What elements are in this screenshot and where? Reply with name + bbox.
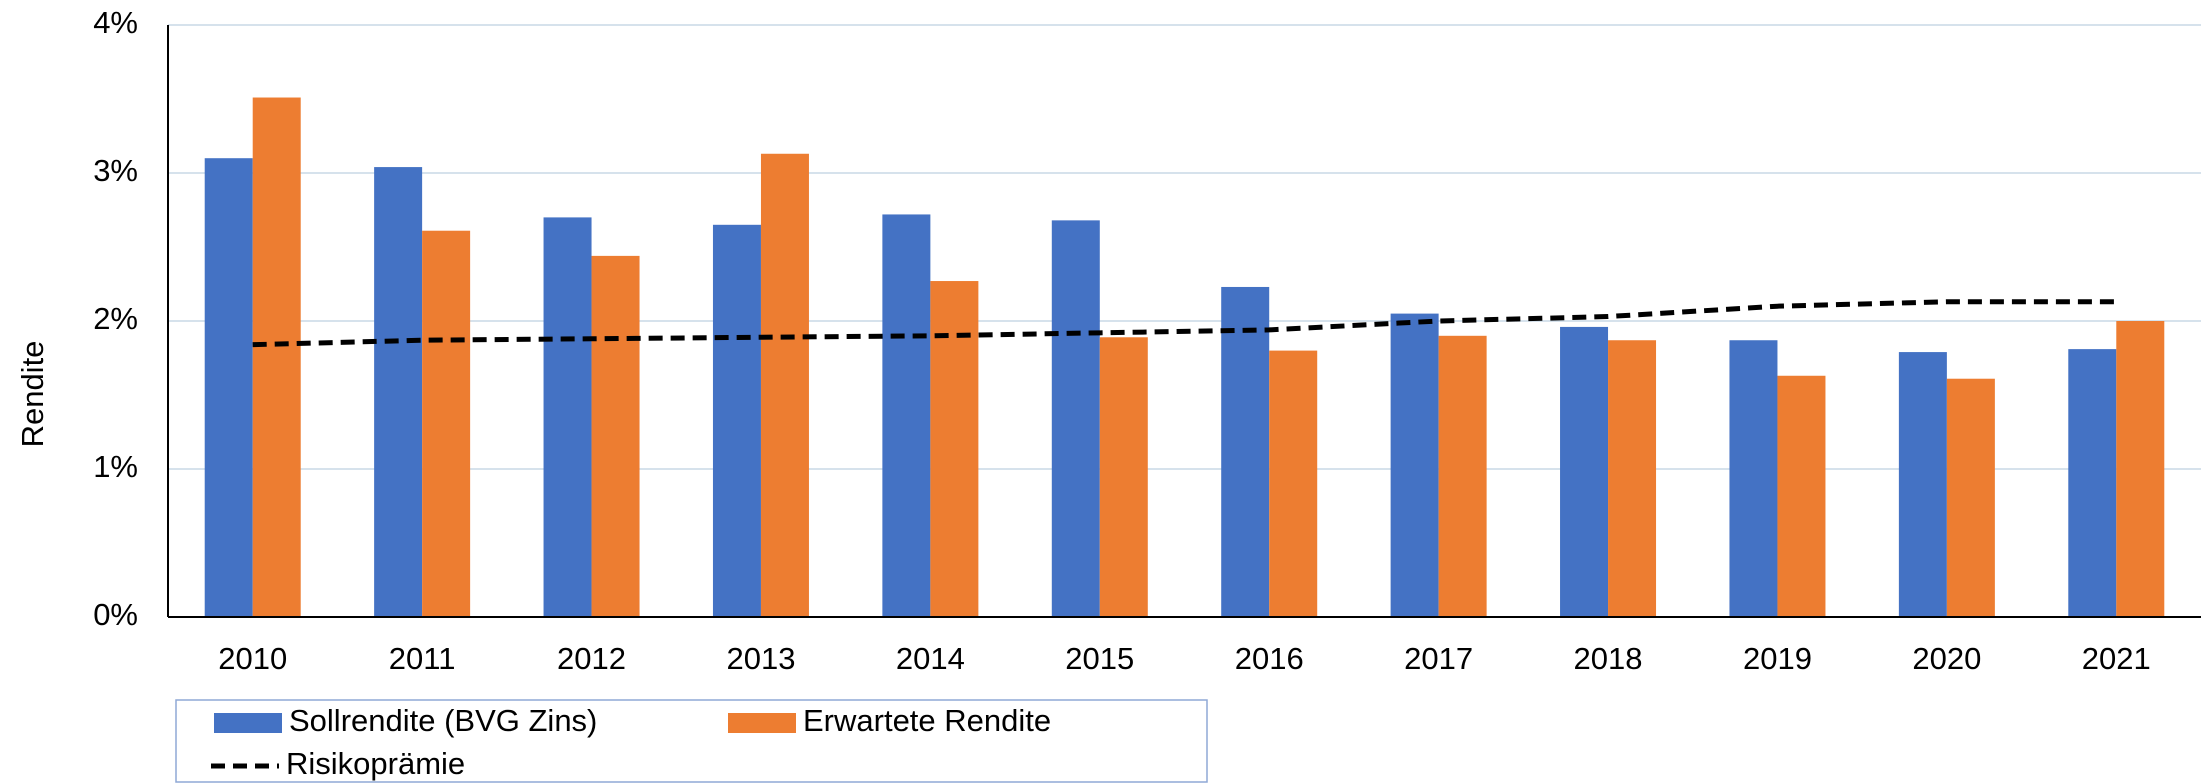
x-tick-label: 2012 xyxy=(557,641,626,676)
x-tick-label: 2014 xyxy=(896,641,965,676)
bar xyxy=(930,281,979,617)
x-tick-label: 2021 xyxy=(2082,641,2151,676)
bar xyxy=(204,158,253,617)
y-tick-label: 2% xyxy=(93,301,138,336)
bar xyxy=(1390,313,1439,617)
legend-box xyxy=(175,699,1208,783)
y-tick-label: 4% xyxy=(93,5,138,40)
bar xyxy=(1438,335,1487,617)
legend-swatch xyxy=(728,713,796,733)
bar xyxy=(252,97,301,617)
bar xyxy=(1560,326,1609,617)
bar xyxy=(591,255,640,617)
bar xyxy=(2116,321,2165,617)
y-tick-label: 3% xyxy=(93,153,138,188)
bar xyxy=(1729,340,1778,617)
x-tick-label: 2011 xyxy=(389,641,456,676)
x-tick-label: 2013 xyxy=(726,641,795,676)
legend-label: Erwartete Rendite xyxy=(803,703,1051,738)
x-tick-label: 2017 xyxy=(1404,641,1473,676)
y-tick-label: 1% xyxy=(93,449,138,484)
bar xyxy=(1946,378,1995,617)
bar xyxy=(1608,340,1657,617)
line xyxy=(252,299,2117,348)
bar xyxy=(712,224,761,618)
legend-swatch xyxy=(214,713,282,733)
y-tick-label: 0% xyxy=(93,597,138,632)
bar xyxy=(1221,286,1270,617)
x-tick-label: 2018 xyxy=(1574,641,1643,676)
bar xyxy=(760,153,809,617)
bar xyxy=(1777,375,1826,617)
x-tick-label: 2019 xyxy=(1743,641,1812,676)
x-tick-label: 2020 xyxy=(1912,641,1981,676)
x-tick-label: 2010 xyxy=(218,641,287,676)
x-tick-label: 2016 xyxy=(1235,641,1304,676)
x-tick-label: 2015 xyxy=(1065,641,1134,676)
y-axis-label: Rendite xyxy=(15,341,50,448)
bar xyxy=(1269,350,1318,617)
bar xyxy=(882,214,931,617)
bar xyxy=(2068,349,2117,617)
legend-label: Sollrendite (BVG Zins) xyxy=(289,703,597,738)
bar xyxy=(1898,352,1947,617)
bar xyxy=(1099,337,1148,617)
legend-label: Risikoprämie xyxy=(286,746,465,781)
bar xyxy=(374,167,423,617)
bar xyxy=(543,217,592,617)
bar xyxy=(1051,220,1100,618)
bar xyxy=(422,230,471,617)
